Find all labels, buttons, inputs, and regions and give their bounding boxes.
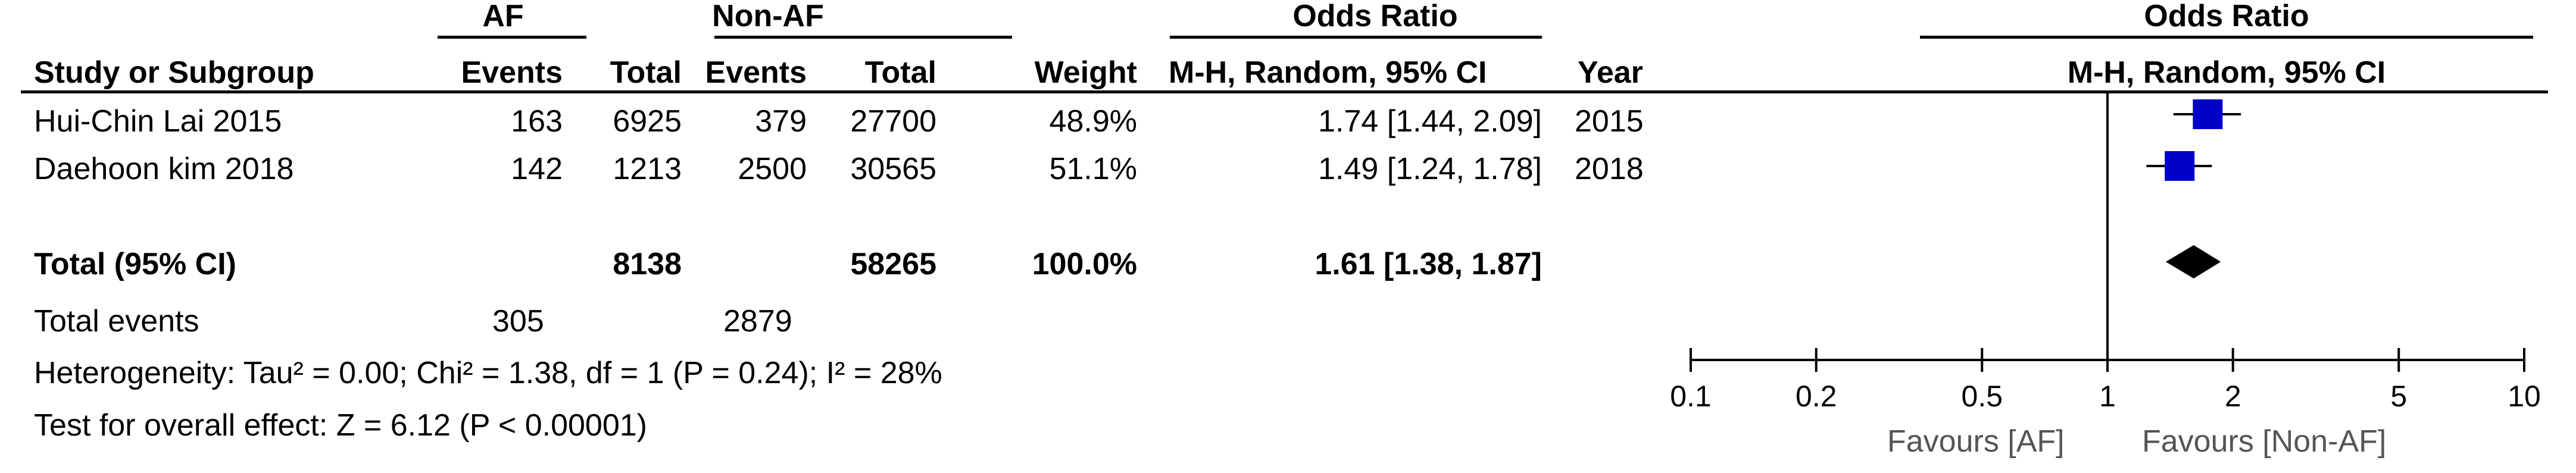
total1-sum: 8138 [613,247,682,281]
study-name: Hui-Chin Lai 2015 [34,104,282,139]
total-events-af: 305 [492,304,544,339]
total-events-label: Total events [34,304,199,339]
group1-underline [438,36,586,39]
events1-value: 142 [511,152,563,186]
pooled-diamond [2165,245,2221,278]
year-header: Year [1578,55,1643,90]
study-point [2165,151,2195,181]
group2-underline [714,36,1012,39]
total-label: Total (95% CI) [34,247,236,281]
events1-header: Events [461,55,563,90]
events2-value: 2500 [738,152,807,186]
events2-value: 379 [755,104,807,139]
total2-sum: 58265 [850,247,936,281]
method-right-header: M-H, Random, 95% CI [2067,55,2386,90]
x-tick-label: 0.2 [1796,380,1837,413]
events2-header: Events [705,55,807,90]
events1-value: 163 [511,104,563,139]
or-left-underline [1170,36,1542,39]
heterogeneity-text: Heterogeneity: Tau² = 0.00; Chi² = 1.38,… [34,356,942,390]
year-value: 2015 [1575,104,1644,139]
x-tick-label: 1 [2099,380,2116,413]
total2-header: Total [864,55,936,90]
favours-left-label: Favours [AF] [1887,424,2065,459]
or-title-left: Odds Ratio [1292,0,1458,33]
total1-value: 6925 [613,104,682,139]
method-left-header: M-H, Random, 95% CI [1169,55,1487,90]
total-events-nonaf: 2879 [723,304,792,339]
total1-header: Total [610,55,682,90]
group1-header: AF [482,0,524,33]
study-point [2193,99,2223,129]
or-title-right: Odds Ratio [2144,0,2309,33]
favours-right-label: Favours [Non-AF] [2142,424,2387,459]
year-value: 2018 [1575,152,1644,186]
overall-effect-text: Test for overall effect: Z = 6.12 (P < 0… [34,408,647,443]
total1-value: 1213 [613,152,682,186]
weight-value: 51.1% [1049,152,1137,186]
weight-value: 48.9% [1049,104,1137,139]
total2-value: 30565 [850,152,936,186]
study-name: Daehoon kim 2018 [34,152,294,186]
study-column-header: Study or Subgroup [34,55,314,90]
x-tick-label: 0.1 [1670,380,1712,413]
ci-value: 1.49 [1.24, 1.78] [1318,152,1542,186]
x-tick-label: 10 [2508,380,2541,413]
total2-value: 27700 [850,104,936,139]
ci-value: 1.74 [1.44, 2.09] [1318,104,1542,139]
header-rule [21,90,2548,93]
x-tick-label: 5 [2390,380,2407,413]
total-weight: 100.0% [1032,247,1137,281]
x-tick-label: 0.5 [1962,380,2003,413]
total-ci: 1.61 [1.38, 1.87] [1314,247,1542,281]
weight-header: Weight [1034,55,1137,90]
x-tick-label: 2 [2225,380,2241,413]
group2-header: Non-AF [712,0,824,33]
or-right-underline [1920,36,2533,39]
